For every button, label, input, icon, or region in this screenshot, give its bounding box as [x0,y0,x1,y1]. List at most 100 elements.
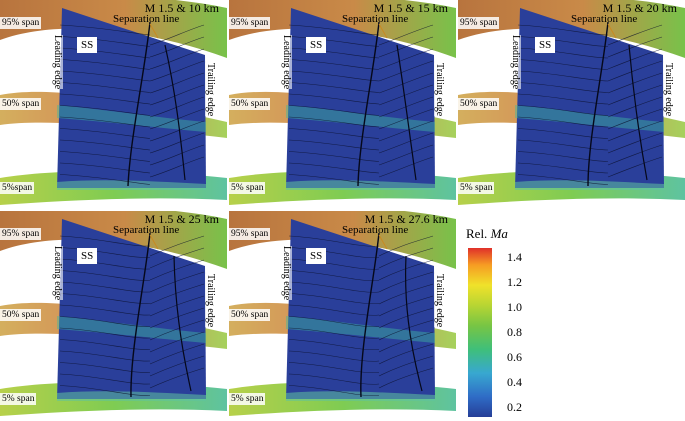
colorbar [468,248,492,417]
separation-line [628,44,648,181]
streamline [378,319,434,341]
streamline [288,162,380,174]
streamline [517,82,609,93]
separation-line-label: Separation line [113,13,180,25]
span-slice [57,105,206,132]
streamline [288,339,380,351]
span-50-label: 50% span [0,98,42,110]
streamline [517,24,609,36]
separation-pointer [149,23,159,39]
streamline [607,24,663,46]
streamline [288,105,380,116]
panel-title: M 1.5 & 10 km [144,1,219,15]
streamline [288,47,380,59]
streamline [149,24,205,46]
legend-title-prefix: Rel. [466,226,488,241]
streamline [378,24,434,46]
panel-figure [0,211,227,416]
span-slice [515,180,664,190]
streamline [378,84,434,106]
separation-line [357,21,380,187]
span-5-label: 5% span [229,182,266,194]
streamline [378,355,434,377]
streamline [288,373,380,385]
streamline [288,304,380,316]
streamline [378,235,434,257]
span-5-label: 5%span [0,182,35,194]
span-5-label: 5% span [458,182,495,194]
streamline [378,259,434,281]
separation-pointer [607,23,617,39]
panel-27-6km: M 1.5 & 27.6 km Separation line SS 95% s… [229,211,456,421]
streamlines [59,24,205,185]
streamline [59,281,151,293]
streamline [149,283,205,305]
colorbar-tick: 0.2 [507,400,522,414]
panel-10km: M 1.5 & 10 km Separation line SS 95% spa… [0,0,227,210]
streamline [288,293,380,305]
streamline [607,108,663,130]
streamline [149,331,205,353]
streamline [59,128,151,139]
streamlines [517,24,663,185]
streamline [288,93,380,105]
leading-edge-label: Leading edge [281,35,292,90]
streamline [149,156,205,178]
streamline [378,120,434,142]
leading-edge-label: Leading edge [52,246,63,301]
streamline [607,72,663,94]
panel-figure [0,0,227,205]
separation-pointer [149,234,159,250]
span-slice [286,316,435,343]
legend-title: Rel. Ma [466,226,508,242]
panel-figure [458,0,685,205]
streamline [288,316,380,328]
streamline [59,70,151,82]
streamline [378,307,434,329]
span-slice [57,316,206,343]
streamline [607,60,663,82]
streamline [149,36,205,58]
streamline [288,327,380,339]
streamline [288,247,380,259]
streamline [517,47,609,59]
blade-suction-side [286,219,435,399]
streamline [59,373,151,385]
streamline [149,132,205,154]
streamline [288,281,380,293]
streamline [288,362,380,374]
streamline [149,96,205,118]
panel-15km: M 1.5 & 15 km Separation line SS 95% spa… [229,0,456,210]
streamline [59,339,151,350]
streamline [288,36,380,47]
streamline [607,132,663,154]
span-50-label: 50% span [0,309,42,321]
streamline [149,355,205,377]
streamline [59,139,151,151]
streamline [607,84,663,106]
trailing-edge-label: Trailing edge [205,63,216,117]
streamline [378,343,434,365]
streamline [149,72,205,94]
streamline [149,235,205,257]
streamline [59,116,151,128]
streamline [378,60,434,82]
streamline [149,259,205,281]
streamline [59,105,151,116]
streamline [517,174,609,185]
streamline [517,70,609,82]
colorbar-tick: 0.8 [507,325,522,339]
panel-figure [229,211,456,416]
streamline [149,120,205,142]
streamline [288,128,380,139]
streamline [517,139,609,151]
blade-suction-side [57,219,206,399]
streamline [59,258,151,270]
streamline [378,108,434,130]
streamline [607,156,663,178]
streamline [59,350,151,362]
streamline [149,144,205,166]
streamline [378,331,434,353]
streamline [378,367,434,389]
streamline [59,304,151,316]
